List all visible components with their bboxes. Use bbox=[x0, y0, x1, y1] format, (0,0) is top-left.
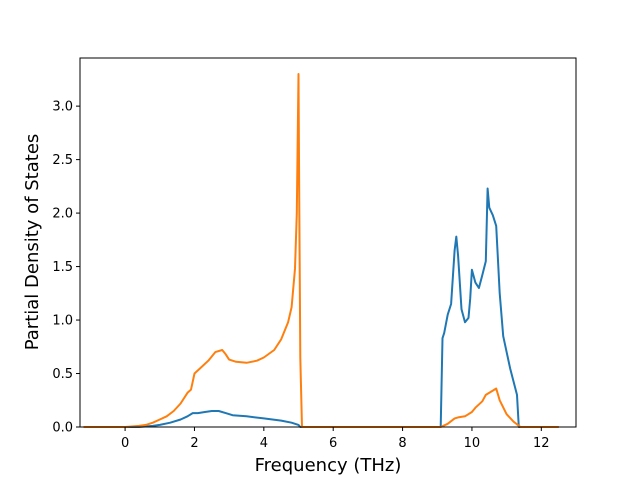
y-tick-label: 2.0 bbox=[52, 207, 73, 222]
x-tick-label: 10 bbox=[464, 436, 481, 451]
y-axis-title: Partial Density of States bbox=[22, 134, 43, 351]
plot-frame bbox=[79, 57, 577, 428]
series-line-1 bbox=[83, 187, 559, 428]
y-tick-label: 1.0 bbox=[52, 314, 73, 329]
series-lines bbox=[83, 73, 559, 428]
y-tick-label: 0.0 bbox=[52, 421, 73, 436]
x-axis-ticks: 0 2 4 6 8 10 12 bbox=[121, 427, 550, 451]
series-line-2 bbox=[83, 73, 559, 428]
x-tick-label: 8 bbox=[398, 436, 406, 451]
x-tick-label: 2 bbox=[190, 436, 198, 451]
y-tick-label: 0.5 bbox=[52, 367, 73, 382]
x-tick-label: 12 bbox=[533, 436, 550, 451]
x-tick-label: 0 bbox=[121, 436, 129, 451]
x-tick-label: 4 bbox=[260, 436, 268, 451]
y-tick-label: 2.5 bbox=[52, 153, 73, 168]
x-axis-title: Frequency (THz) bbox=[255, 455, 402, 476]
x-tick-label: 6 bbox=[329, 436, 337, 451]
y-tick-label: 3.0 bbox=[52, 100, 73, 115]
y-axis-ticks: 0.0 0.5 1.0 1.5 2.0 2.5 3.0 bbox=[52, 100, 80, 436]
y-tick-label: 1.5 bbox=[52, 260, 73, 275]
